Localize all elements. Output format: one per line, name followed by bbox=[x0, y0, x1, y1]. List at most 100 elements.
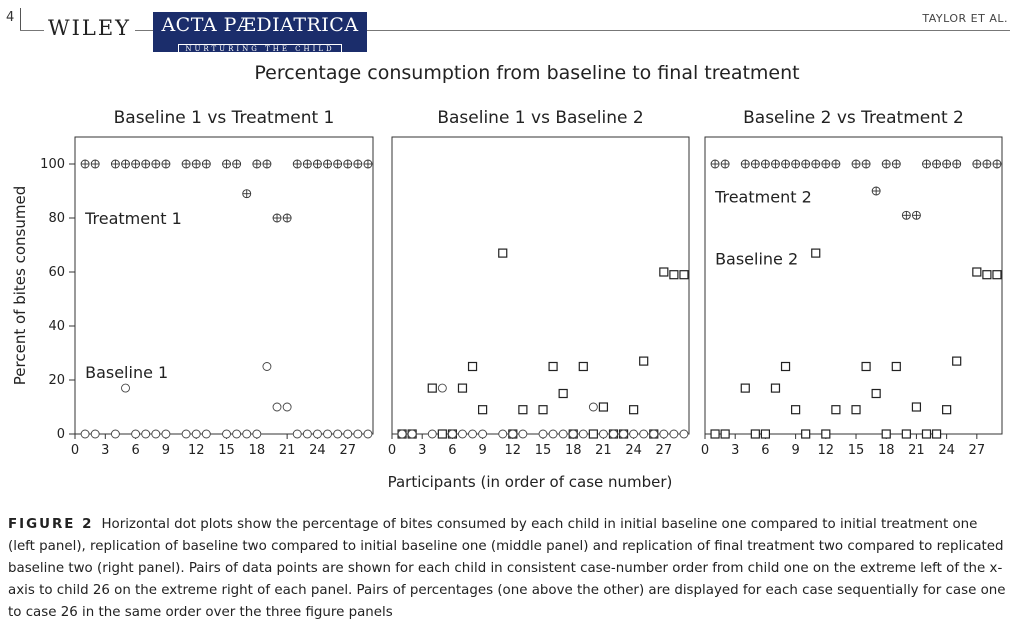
data-point-circle-plus bbox=[972, 159, 982, 169]
data-point-square bbox=[942, 405, 952, 415]
data-point-square bbox=[972, 267, 982, 277]
page-header: 4 WILEY ACTA PÆDIATRICA NURTURING THE CH… bbox=[0, 0, 1024, 56]
data-point-circle bbox=[292, 429, 302, 439]
panel-title: Baseline 1 vs Treatment 1 bbox=[114, 108, 335, 128]
data-point-circle-plus bbox=[282, 213, 292, 223]
panel-title: Baseline 2 vs Treatment 2 bbox=[743, 108, 964, 128]
data-point-circle bbox=[397, 429, 407, 439]
data-point-square bbox=[710, 429, 720, 439]
data-point-square bbox=[578, 361, 588, 372]
data-point-circle-plus bbox=[272, 213, 282, 223]
data-point-circle-plus bbox=[323, 159, 332, 169]
figure-2-chart: Percentage consumption from baseline to … bbox=[11, 62, 1003, 491]
data-point-square bbox=[558, 388, 568, 399]
data-point-square bbox=[861, 361, 871, 372]
data-point-circle-plus bbox=[232, 159, 242, 169]
data-point-square bbox=[831, 405, 841, 415]
data-point-square bbox=[538, 405, 548, 415]
data-point-circle-plus bbox=[262, 159, 272, 169]
data-point-circle bbox=[659, 429, 669, 439]
data-point-square bbox=[911, 402, 922, 412]
data-point-circle-plus bbox=[801, 159, 811, 169]
x-tick-label: 15 bbox=[218, 443, 235, 458]
data-point-square bbox=[982, 270, 992, 280]
data-point-square bbox=[720, 429, 730, 439]
data-point-circle-plus bbox=[911, 210, 921, 220]
x-tick-label: 15 bbox=[848, 443, 865, 458]
data-point-circle-plus bbox=[222, 159, 231, 169]
x-tick-label: 24 bbox=[938, 443, 955, 458]
x-tick-label: 21 bbox=[908, 443, 925, 458]
data-point-circle-plus bbox=[353, 159, 363, 169]
data-point-square bbox=[629, 405, 639, 415]
data-point-circle bbox=[679, 429, 689, 439]
data-point-circle-plus bbox=[891, 159, 901, 169]
data-point-circle bbox=[407, 429, 417, 439]
data-point-circle-plus bbox=[343, 159, 353, 169]
data-point-circle bbox=[262, 362, 272, 371]
data-point-circle bbox=[201, 429, 211, 439]
data-point-circle bbox=[80, 429, 90, 439]
data-point-square bbox=[427, 383, 437, 393]
data-point-circle bbox=[427, 429, 437, 439]
chart-panel-2: Baseline 1 vs Baseline 2 0 3 6 9 12 15 18 21 24 27 bbox=[388, 108, 690, 458]
data-point-circle bbox=[639, 429, 649, 439]
data-point-square bbox=[679, 270, 689, 280]
y-axis-label: Percent of bites consumed bbox=[11, 186, 29, 385]
data-point-square bbox=[437, 429, 447, 439]
x-tick-label: 12 bbox=[505, 443, 522, 458]
data-point-square bbox=[881, 429, 891, 439]
caption-text: Horizontal dot plots show the percentage… bbox=[8, 517, 1006, 620]
data-point-circle-plus bbox=[121, 159, 130, 169]
journal-tagline: NURTURING THE CHILD bbox=[178, 44, 342, 54]
series-annotation: Treatment 1 bbox=[84, 209, 182, 228]
data-point-circle bbox=[649, 429, 659, 439]
data-point-square bbox=[548, 361, 558, 372]
x-tick-label: 21 bbox=[279, 443, 296, 458]
data-point-circle-plus bbox=[952, 159, 962, 169]
data-point-square bbox=[598, 402, 609, 412]
data-point-square bbox=[921, 429, 932, 439]
data-point-circle bbox=[252, 429, 262, 439]
data-point-circle-plus bbox=[740, 159, 750, 169]
chart-panels: Baseline 1 vs Treatment 1 0 3 6 9 12 15 18 21 24 2… bbox=[11, 108, 1003, 458]
data-point-circle-plus bbox=[932, 159, 942, 169]
data-point-square bbox=[811, 248, 821, 258]
x-tick-label: 18 bbox=[878, 443, 895, 458]
x-tick-label: 15 bbox=[535, 443, 552, 458]
data-point-circle-plus bbox=[992, 159, 1002, 169]
data-point-circle-plus bbox=[942, 159, 952, 169]
x-tick-label: 0 bbox=[388, 443, 396, 458]
data-point-circle bbox=[468, 429, 477, 439]
data-point-square bbox=[931, 429, 942, 439]
data-point-circle-plus bbox=[333, 159, 343, 169]
data-point-circle bbox=[447, 429, 457, 439]
data-point-circle bbox=[333, 429, 343, 439]
data-point-circle-plus bbox=[821, 159, 831, 169]
data-point-circle bbox=[568, 429, 578, 439]
data-point-square bbox=[821, 429, 831, 439]
data-point-circle-plus bbox=[252, 159, 262, 169]
data-point-circle bbox=[242, 429, 252, 439]
data-point-circle-plus bbox=[771, 159, 780, 169]
data-point-circle bbox=[629, 429, 639, 439]
x-tick-label: 27 bbox=[969, 443, 986, 458]
data-point-circle bbox=[121, 383, 130, 393]
data-point-circle-plus bbox=[292, 159, 302, 169]
x-tick-label: 6 bbox=[761, 443, 769, 458]
data-point-square bbox=[498, 248, 508, 258]
data-point-square bbox=[740, 383, 750, 393]
data-point-circle bbox=[272, 402, 282, 412]
data-point-square bbox=[952, 356, 962, 366]
plot-frame bbox=[704, 136, 1003, 435]
journal-logo: ACTA PÆDIATRICA NURTURING THE CHILD bbox=[153, 12, 367, 54]
data-point-circle bbox=[151, 429, 161, 439]
data-point-circle bbox=[90, 429, 100, 439]
data-point-circle bbox=[578, 429, 588, 439]
data-point-circle-plus bbox=[242, 189, 252, 199]
figure-title: Percentage consumption from baseline to … bbox=[254, 62, 799, 84]
data-point-circle bbox=[548, 429, 558, 439]
x-tick-label: 9 bbox=[162, 443, 170, 458]
x-tick-label: 3 bbox=[418, 443, 426, 458]
panel-title: Baseline 1 vs Baseline 2 bbox=[437, 108, 643, 128]
